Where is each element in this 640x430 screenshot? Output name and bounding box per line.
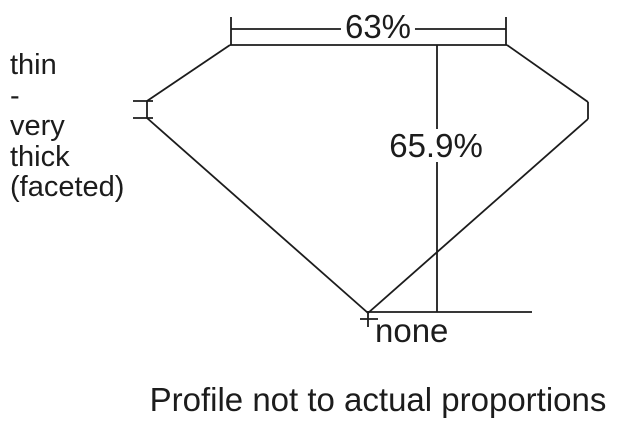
caption: Profile not to actual proportions [149,381,607,418]
crown-facet-right-line [506,44,589,103]
culet-label: none [375,312,449,349]
depth-percentage-label: 65.9% [384,129,488,162]
girdle-label-line: - [10,79,20,112]
crown-facet-left-line [146,44,231,102]
girdle-label-line: thick [10,140,70,173]
girdle-label-line: very [10,110,65,142]
table-width-label: 63% [340,10,416,43]
girdle-thickness-label: thin - very thick (faceted) [10,50,124,203]
pavilion-left-line [146,117,369,314]
girdle-label-line: (faceted) [10,171,125,203]
pavilion-right-line [367,118,589,314]
girdle-label-line: thin [10,49,57,81]
